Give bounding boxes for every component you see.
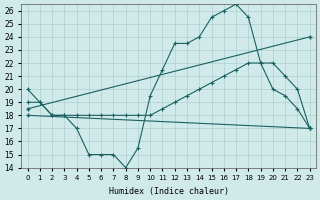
X-axis label: Humidex (Indice chaleur): Humidex (Indice chaleur) (108, 187, 228, 196)
